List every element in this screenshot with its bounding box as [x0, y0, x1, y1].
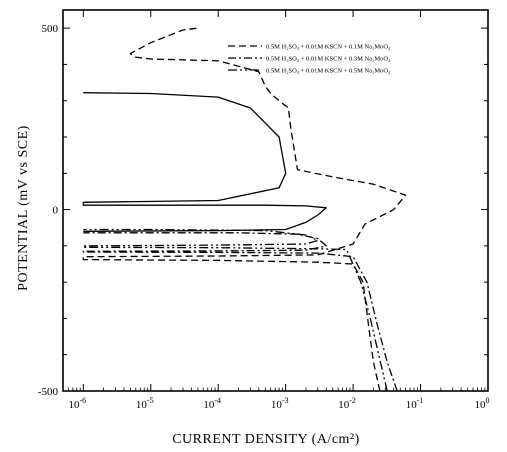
y-tick-label: 0 — [53, 205, 59, 217]
x-tick-exponent: -1 — [417, 396, 424, 405]
series-layer — [83, 28, 405, 391]
series-line-1 — [83, 28, 405, 391]
x-tick-label: 10-5 — [136, 396, 154, 411]
x-tick-exponent: 0 — [486, 396, 490, 405]
axes: 10-6 10-5 10-4 10-3 10-2 10-1 100 500 0 -500 — [38, 10, 490, 411]
x-tick-label: 100 — [475, 396, 490, 411]
y-axis-title: POTENTIAL (mV vs SCE) — [16, 125, 31, 291]
x-tick-label: 10-6 — [68, 396, 86, 411]
legend-label-2: 0.5M H₂SO₄ + 0.01M KSCN + 0.3M Na₂MoO₄ — [266, 56, 391, 63]
y-tick-label: -500 — [38, 386, 59, 398]
legend-label-3: 0.5M H₂SO₄ + 0.01M KSCN + 0.5M Na₂MoO₄ — [266, 68, 391, 75]
legend: 0.5M H₂SO₄ + 0.01M KSCN + 0.1M Na₂MoO₄ 0.… — [228, 44, 391, 75]
x-tick-exponent: -2 — [349, 396, 356, 405]
x-tick-exponent: -4 — [214, 396, 221, 405]
y-tick-label: 500 — [42, 23, 59, 35]
x-tick-label: 10-3 — [271, 396, 289, 411]
series-line-4 — [83, 93, 326, 232]
legend-label-1: 0.5M H₂SO₄ + 0.01M KSCN + 0.1M Na₂MoO₄ — [266, 44, 391, 51]
x-tick-exponent: -5 — [147, 396, 154, 405]
x-axis-title: CURRENT DENSITY (A/cm²) — [172, 432, 360, 447]
x-tick-exponent: -3 — [282, 396, 289, 405]
x-tick-label: 10-2 — [338, 396, 356, 411]
x-tick-label: 10-4 — [203, 396, 221, 411]
series-line-3 — [83, 230, 387, 392]
x-tick-exponent: -6 — [79, 396, 86, 405]
x-tick-label: 10-1 — [406, 396, 424, 411]
